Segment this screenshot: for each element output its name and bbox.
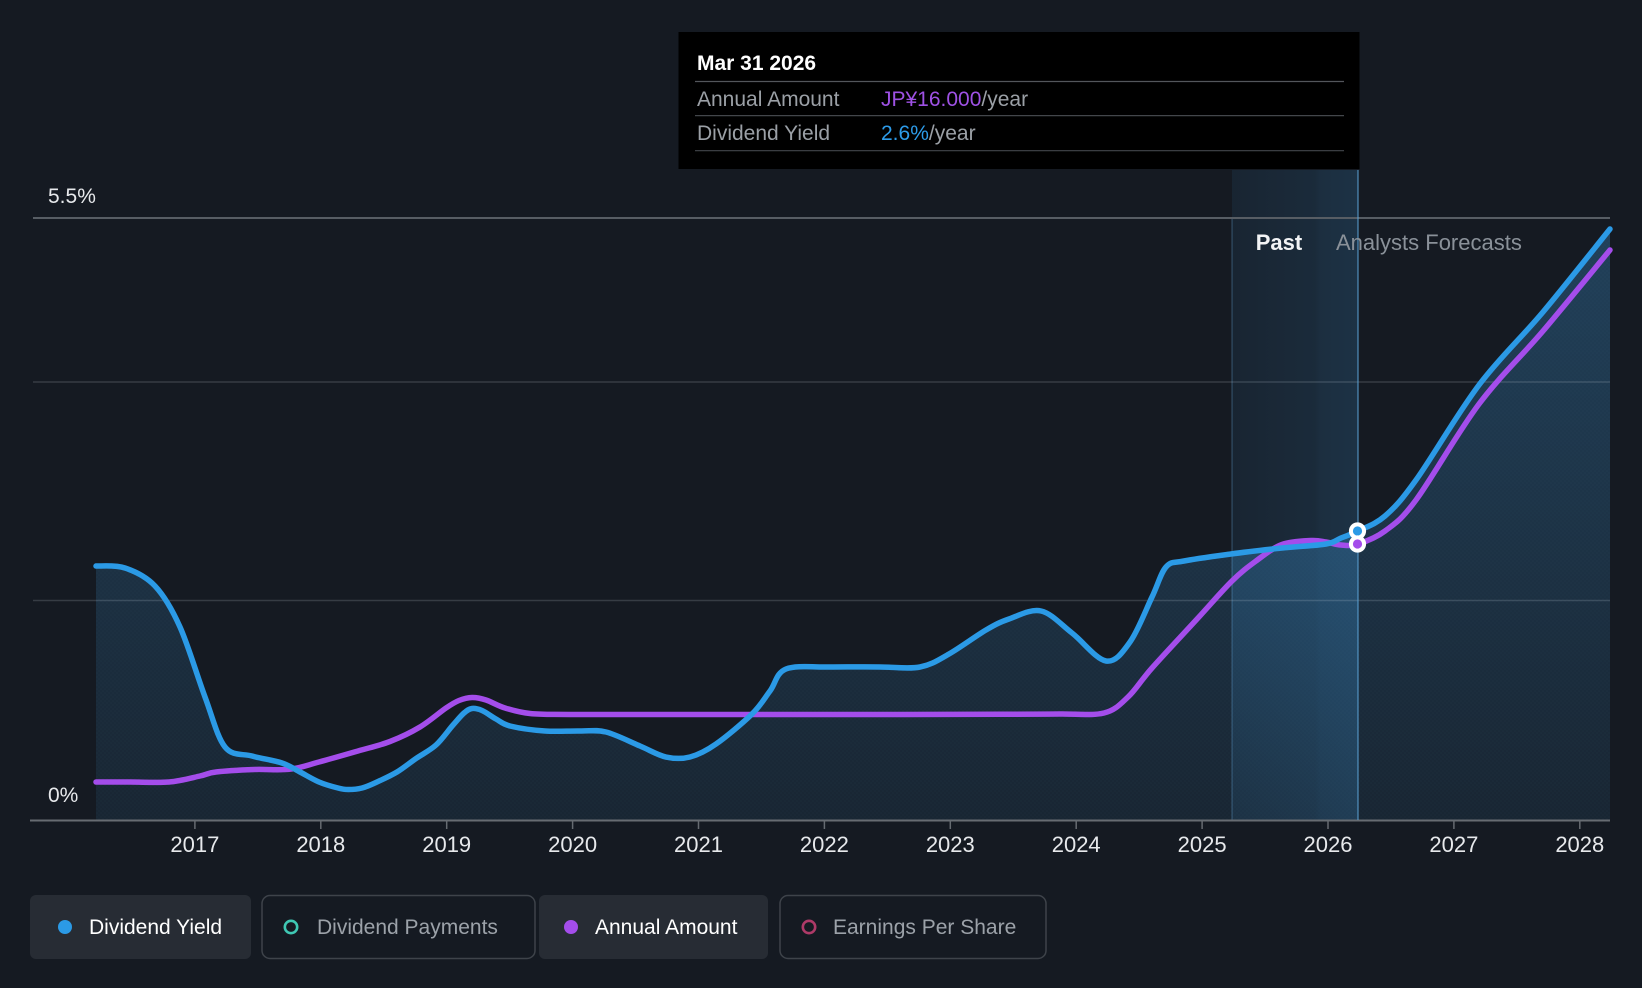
- svg-text:Annual Amount: Annual Amount: [595, 916, 738, 939]
- svg-text:2018: 2018: [296, 832, 345, 857]
- svg-text:2017: 2017: [170, 832, 219, 857]
- svg-text:2025: 2025: [1178, 832, 1227, 857]
- svg-text:Dividend Yield: Dividend Yield: [89, 916, 222, 939]
- svg-text:2.6%/year: 2.6%/year: [881, 122, 976, 145]
- svg-text:0%: 0%: [48, 784, 78, 807]
- svg-text:Analysts Forecasts: Analysts Forecasts: [1336, 230, 1522, 255]
- svg-text:2021: 2021: [674, 832, 723, 857]
- svg-text:Past: Past: [1256, 230, 1303, 255]
- svg-text:5.5%: 5.5%: [48, 185, 96, 208]
- svg-text:2022: 2022: [800, 832, 849, 857]
- svg-text:2023: 2023: [926, 832, 975, 857]
- svg-text:2019: 2019: [422, 832, 471, 857]
- svg-text:Dividend Payments: Dividend Payments: [317, 916, 498, 939]
- svg-text:JP¥16.000/year: JP¥16.000/year: [881, 88, 1028, 111]
- svg-text:Earnings Per Share: Earnings Per Share: [833, 916, 1016, 939]
- svg-text:2028: 2028: [1555, 832, 1604, 857]
- svg-text:2024: 2024: [1052, 832, 1101, 857]
- svg-text:Mar 31 2026: Mar 31 2026: [697, 52, 816, 75]
- svg-text:Dividend Yield: Dividend Yield: [697, 122, 830, 145]
- svg-text:2020: 2020: [548, 832, 597, 857]
- svg-text:2027: 2027: [1429, 832, 1478, 857]
- svg-text:Annual Amount: Annual Amount: [697, 88, 840, 111]
- svg-text:2026: 2026: [1304, 832, 1353, 857]
